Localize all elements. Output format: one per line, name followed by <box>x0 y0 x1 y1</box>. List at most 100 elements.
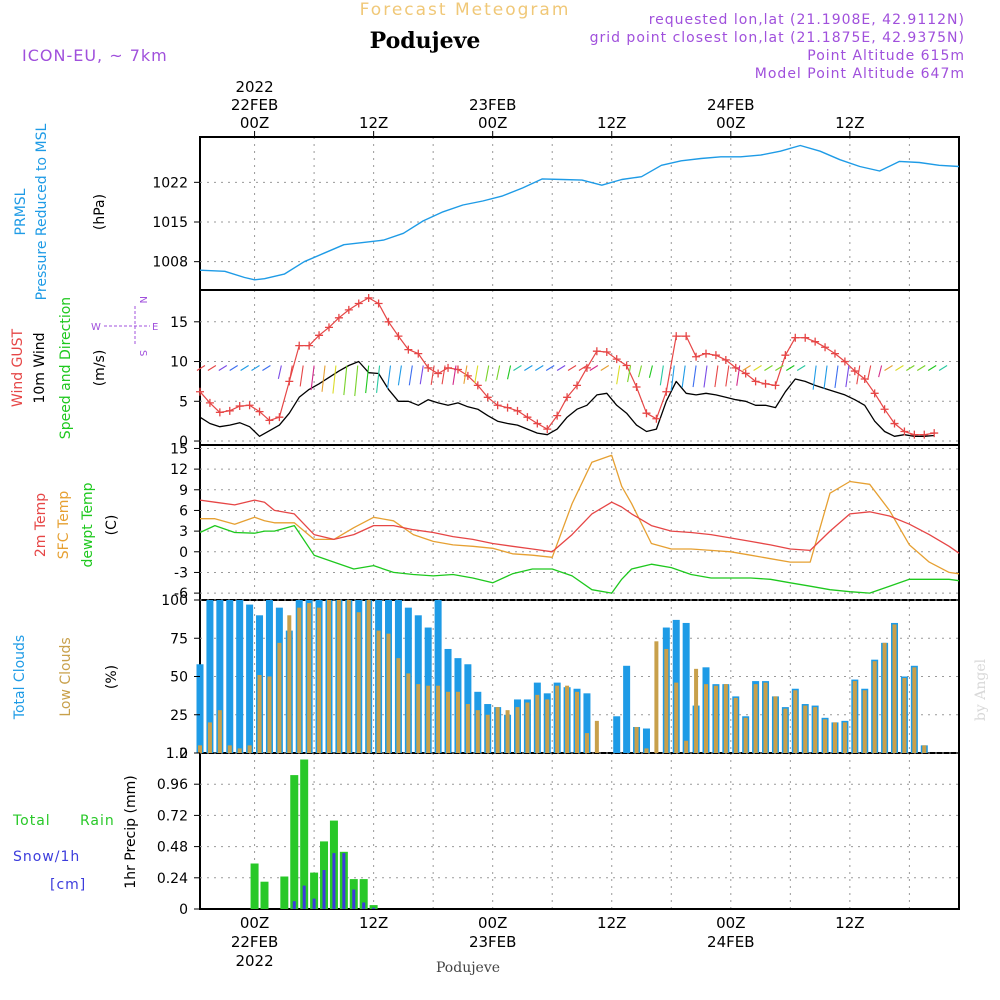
wind-arrow <box>496 365 501 381</box>
compass-north: N <box>137 296 148 303</box>
gust-point <box>354 299 363 308</box>
snow-bar <box>302 885 306 909</box>
wind-arrow <box>703 365 708 388</box>
gust-point <box>830 349 839 358</box>
wind-arrow <box>927 365 937 371</box>
gust-point <box>821 343 830 352</box>
gust-point <box>543 425 552 434</box>
gust-point <box>672 332 681 341</box>
wind-arrow <box>589 365 599 371</box>
gust-point <box>791 333 800 342</box>
gust-point <box>374 299 383 308</box>
wind-arrow <box>441 365 446 385</box>
y-tick-label: 0 <box>179 545 188 561</box>
wind-arrow <box>277 365 282 379</box>
snow-bar <box>342 853 346 909</box>
low-cloud-bar <box>336 600 341 753</box>
compass-east: E <box>152 322 158 333</box>
wind-arrow <box>513 365 522 371</box>
wind-arrow <box>845 365 850 388</box>
total-cloud-bar <box>613 716 621 753</box>
low-cloud-bar <box>426 685 431 753</box>
precip-label-snow: Snow/1h <box>13 849 80 865</box>
wind-arrow <box>567 365 577 371</box>
bottom-time-label: 00Z <box>240 914 269 932</box>
low-cloud-bar <box>247 745 252 753</box>
low-cloud-bar <box>813 707 818 753</box>
y-tick-label: 9 <box>179 483 188 499</box>
y-tick-label: 0.48 <box>157 840 188 856</box>
wind-arrow <box>823 365 828 389</box>
low-cloud-bar <box>475 710 480 753</box>
low-cloud-bar <box>674 682 679 753</box>
low-cloud-bar <box>892 624 897 753</box>
gust-point <box>731 363 740 372</box>
low-cloud-bar <box>644 748 649 753</box>
y-tick-label: 1.2 <box>166 746 188 762</box>
bottom-time-label: 24FEB <box>707 933 754 951</box>
snow-bar <box>362 902 366 909</box>
series-layer <box>196 146 960 909</box>
low-cloud-bar <box>326 600 331 753</box>
low-cloud-bar <box>317 607 322 753</box>
wind-arrow <box>616 365 621 385</box>
low-cloud-bar <box>495 707 500 753</box>
y-tick-label: 3 <box>179 524 188 540</box>
total-cloud-bar <box>226 600 234 753</box>
wind-arrow <box>906 365 915 371</box>
gust-point <box>741 369 750 378</box>
gust-point <box>503 403 512 412</box>
wind-arrow <box>229 365 238 371</box>
low-cloud-bar <box>584 733 589 753</box>
wind-arrow <box>725 365 730 387</box>
rain-bar <box>260 881 269 909</box>
gust-point <box>652 414 661 423</box>
wind-arrow <box>419 365 424 385</box>
low-cloud-bar <box>793 690 798 753</box>
gust-point <box>592 347 601 356</box>
low-cloud-bar <box>198 745 202 753</box>
gust-point <box>404 345 413 354</box>
top-time-label: 12Z <box>359 114 388 132</box>
dewpt-line <box>199 524 960 594</box>
wind-arrow <box>627 365 632 383</box>
wind-arrow <box>485 365 490 382</box>
bottom-time-label: 2022 <box>235 952 273 970</box>
low-cloud-bar <box>664 648 669 753</box>
wind-arrow <box>354 365 359 397</box>
gust-point <box>711 351 720 360</box>
wind-arrow <box>600 365 610 371</box>
low-cloud-bar <box>436 685 441 753</box>
wind-arrow <box>812 365 817 390</box>
gust-point <box>880 405 889 414</box>
gust-point <box>582 363 591 372</box>
gust-point <box>662 387 671 396</box>
low-cloud-bar <box>227 745 232 753</box>
total-cloud-bar <box>246 604 254 753</box>
t2m-line <box>199 499 960 554</box>
precip-label-rain: Rain <box>80 813 115 829</box>
bottom-time-label: 12Z <box>835 914 864 932</box>
place-title: Podujeve <box>370 28 481 54</box>
wind-label-direction: Speed and Direction <box>58 297 74 439</box>
low-cloud-bar <box>356 612 361 753</box>
y-tick-label: 0.96 <box>157 777 188 793</box>
low-cloud-bar <box>297 607 302 753</box>
low-cloud-bar <box>713 685 718 753</box>
wind-arrow <box>867 365 872 381</box>
wind-arrow <box>251 365 260 371</box>
low-cloud-bar <box>346 600 351 753</box>
wind-arrow <box>714 365 719 388</box>
y-tick-label: 0 <box>179 902 188 918</box>
wind-arrow <box>376 365 381 393</box>
wind-arrow <box>916 365 926 371</box>
low-cloud-bar <box>465 704 470 753</box>
wind-arrow <box>545 365 555 371</box>
low-cloud-bar <box>237 748 242 753</box>
gust-line <box>199 297 935 436</box>
gust-point <box>840 357 849 366</box>
y-tick-label: 15 <box>170 441 188 457</box>
wind-arrow <box>796 365 806 371</box>
gust-point <box>761 379 770 388</box>
wind-arrow <box>578 365 588 371</box>
